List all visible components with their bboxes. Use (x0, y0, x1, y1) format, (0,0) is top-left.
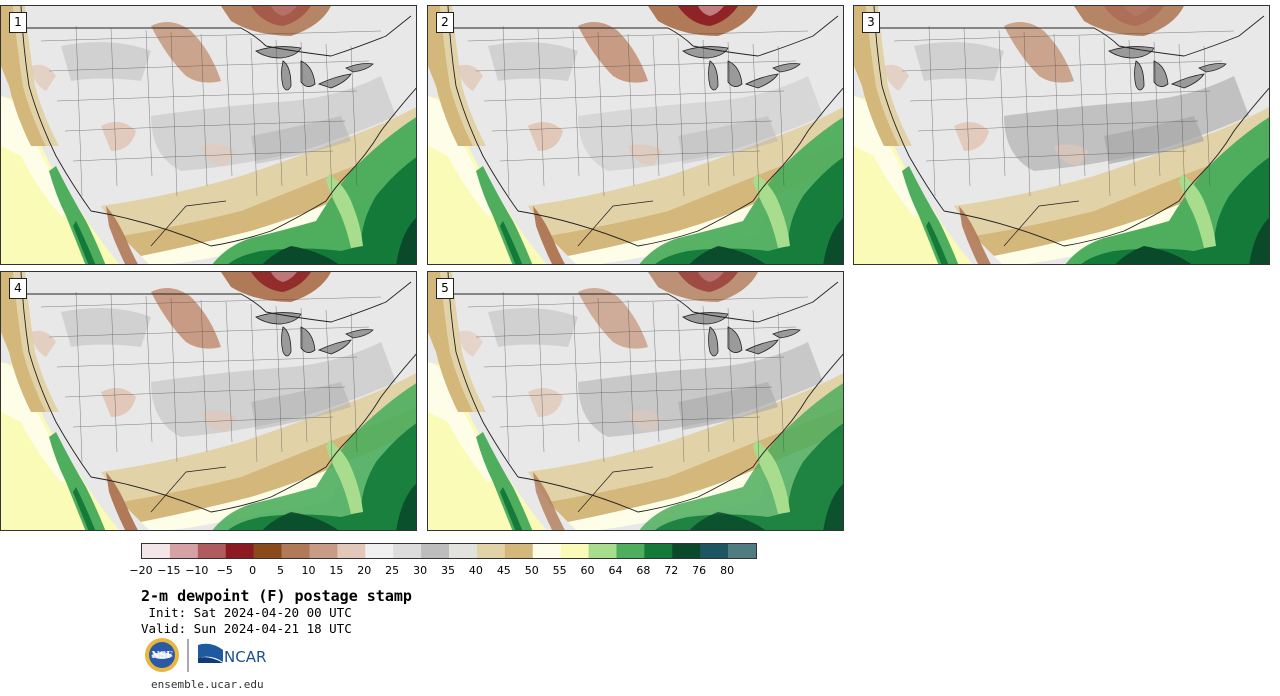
colorbar-swatch (197, 544, 227, 558)
colorbar-tick-label: 0 (249, 564, 257, 577)
colorbar-swatch (728, 544, 757, 558)
colorbar-tick-label: 76 (692, 564, 707, 577)
colorbar-tick-label: 30 (413, 564, 428, 577)
dewpoint-map-1 (1, 6, 416, 264)
colorbar-swatch (142, 544, 171, 558)
dewpoint-map-5 (428, 272, 843, 530)
postage-stamp-panel-3: 3 (853, 5, 1270, 265)
website-url: ensemble.ucar.edu (151, 678, 264, 691)
postage-stamp-panel-4: 4 (0, 271, 417, 531)
colorbar-swatch (588, 544, 617, 558)
panel-number-label: 1 (9, 12, 27, 33)
colorbar-swatch (169, 544, 199, 558)
ncar-logo-text: NCAR (224, 648, 266, 666)
panel-number-label: 3 (862, 12, 880, 33)
colorbar-tick-label: 5 (277, 564, 285, 577)
sponsor-logos: NSF NCAR (145, 638, 266, 672)
colorbar-swatch (421, 544, 450, 558)
panel-number-label: 5 (436, 278, 454, 299)
ncar-logo: NCAR (198, 643, 266, 666)
colorbar-swatch (309, 544, 338, 558)
colorbar-tick-label: 10 (301, 564, 316, 577)
colorbar-swatch (616, 544, 645, 558)
colorbar-swatch (504, 544, 534, 558)
postage-stamp-panel-5: 5 (427, 271, 844, 531)
postage-stamp-panel-1: 1 (0, 5, 417, 265)
dewpoint-map-2 (428, 6, 843, 264)
colorbar-tick-label: 64 (608, 564, 623, 577)
colorbar-swatch (672, 544, 701, 558)
colorbar-swatch (393, 544, 422, 558)
nsf-logo: NSF (145, 638, 179, 672)
colorbar-swatch (365, 544, 394, 558)
postage-stamp-panel-2: 2 (427, 5, 844, 265)
colorbar-tick-label: 72 (664, 564, 679, 577)
panel-number-label: 4 (9, 278, 27, 299)
colorbar-swatch (253, 544, 282, 558)
dewpoint-colorbar (141, 543, 757, 559)
dewpoint-map-3 (854, 6, 1269, 264)
colorbar-tick-label: 60 (580, 564, 595, 577)
panel-number-label: 2 (436, 12, 454, 33)
colorbar-tick-label: 15 (329, 564, 344, 577)
colorbar-swatch (225, 544, 254, 558)
colorbar-tick-label: 55 (552, 564, 567, 577)
colorbar-swatch (281, 544, 310, 558)
colorbar-swatch (476, 544, 506, 558)
colorbar-swatch (560, 544, 589, 558)
colorbar-tick-label: 40 (468, 564, 483, 577)
colorbar-tick-label: 45 (496, 564, 511, 577)
colorbar-swatch (700, 544, 729, 558)
nsf-logo-text: NSF (151, 651, 173, 661)
colorbar-tick-label: 20 (357, 564, 372, 577)
colorbar-swatch (337, 544, 366, 558)
colorbar-tick-label: 68 (636, 564, 651, 577)
colorbar-tick-label: 50 (524, 564, 539, 577)
figure-title: 2-m dewpoint (F) postage stamp (141, 587, 412, 605)
colorbar-tick-label: −10 (185, 564, 209, 577)
colorbar-tick-label: 35 (441, 564, 455, 577)
colorbar-tick-label: −20 (129, 564, 153, 577)
colorbar-swatch (644, 544, 673, 558)
colorbar-tick-label: −5 (216, 564, 233, 577)
valid-time: Valid: Sun 2024-04-21 18 UTC (141, 621, 352, 636)
dewpoint-map-4 (1, 272, 416, 530)
colorbar-tick-label: 80 (720, 564, 735, 577)
colorbar-swatch (532, 544, 561, 558)
colorbar-swatch (449, 544, 478, 558)
init-time: Init: Sat 2024-04-20 00 UTC (141, 605, 352, 620)
colorbar-tick-label: 25 (385, 564, 400, 577)
colorbar-tick-label: −15 (157, 564, 181, 577)
